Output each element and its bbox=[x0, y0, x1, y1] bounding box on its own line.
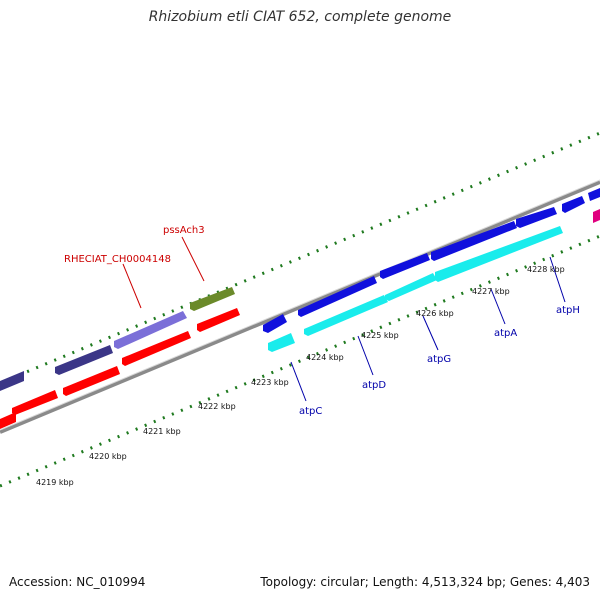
gene-blue-5[interactable] bbox=[516, 207, 557, 228]
scale-labels: 4219 kbp 4220 kbp 4221 kbp 4222 kbp 4223… bbox=[36, 265, 565, 487]
scale-label-4228: 4228 kbp bbox=[527, 265, 565, 274]
gene-labels: pssAch3 RHECIAT_CH0004148 atpC atpD atpG… bbox=[64, 225, 580, 417]
genome-backbone bbox=[0, 180, 600, 434]
gene-label-atpA[interactable]: atpA bbox=[494, 328, 517, 339]
scale-label-4223: 4223 kbp bbox=[251, 378, 289, 387]
gene-lavender-1[interactable] bbox=[114, 311, 187, 349]
lower-tick-track bbox=[0, 234, 600, 488]
scale-label-4222: 4222 kbp bbox=[198, 402, 236, 411]
gene-label-RHECIAT_CH0004148[interactable]: RHECIAT_CH0004148 bbox=[64, 254, 171, 265]
gene-red-3[interactable] bbox=[63, 366, 120, 396]
gene-red-4[interactable] bbox=[122, 331, 191, 366]
gene-blue-small[interactable] bbox=[263, 314, 287, 333]
gene-cyan-4[interactable] bbox=[435, 226, 563, 282]
leader-pssAch3 bbox=[181, 236, 205, 282]
gene-blue-7[interactable] bbox=[588, 188, 600, 201]
gene-label-leaders bbox=[122, 236, 566, 402]
scale-label-4221: 4221 kbp bbox=[143, 427, 181, 436]
gene-red-2[interactable] bbox=[12, 390, 58, 415]
gene-cyan-2[interactable] bbox=[304, 295, 388, 336]
gene-label-pssAch3[interactable]: pssAch3 bbox=[163, 225, 205, 236]
scale-label-4225: 4225 kbp bbox=[361, 331, 399, 340]
gene-row-lower bbox=[0, 226, 563, 429]
gene-label-atpD[interactable]: atpD bbox=[362, 380, 386, 391]
gene-row-upper-forward bbox=[0, 188, 600, 391]
gene-label-atpC[interactable]: atpC bbox=[299, 406, 322, 417]
gene-red-5[interactable] bbox=[197, 308, 240, 332]
gene-olive-pssAch3[interactable] bbox=[190, 287, 235, 311]
gene-blue-6[interactable] bbox=[562, 196, 585, 213]
gene-blue-3[interactable] bbox=[380, 253, 430, 279]
genome-stats-text: Topology: circular; Length: 4,513,324 bp… bbox=[260, 575, 590, 589]
scale-label-4226: 4226 kbp bbox=[416, 309, 454, 318]
gene-label-atpH[interactable]: atpH bbox=[556, 305, 580, 316]
leader-atpC bbox=[290, 361, 307, 402]
leader-atpG bbox=[422, 315, 439, 351]
gene-cyan-3[interactable] bbox=[385, 273, 437, 301]
genome-backbone-highlight bbox=[0, 179, 600, 431]
leader-atpD bbox=[357, 335, 374, 376]
leader-atpA bbox=[490, 288, 506, 325]
accession-text: Accession: NC_010994 bbox=[9, 575, 146, 589]
gene-blue-4[interactable] bbox=[431, 221, 517, 261]
gene-navy-1[interactable] bbox=[0, 371, 24, 391]
gene-blue-2[interactable] bbox=[298, 276, 377, 317]
map-title: Rhizobium etli CIAT 652, complete genome bbox=[148, 9, 452, 25]
upper-tick-track bbox=[0, 131, 600, 385]
gene-pink-1[interactable] bbox=[593, 209, 600, 223]
leader-atpH bbox=[549, 256, 566, 303]
gene-navy-2[interactable] bbox=[55, 345, 113, 375]
leader-RHECIAT bbox=[122, 263, 142, 309]
gene-cyan-1[interactable] bbox=[268, 333, 295, 352]
scale-label-4220: 4220 kbp bbox=[89, 452, 127, 461]
gene-label-atpG[interactable]: atpG bbox=[427, 354, 451, 365]
scale-label-4224: 4224 kbp bbox=[306, 353, 344, 362]
gene-red-1[interactable] bbox=[0, 412, 16, 429]
scale-label-4219: 4219 kbp bbox=[36, 478, 74, 487]
scale-label-4227: 4227 kbp bbox=[472, 287, 510, 296]
